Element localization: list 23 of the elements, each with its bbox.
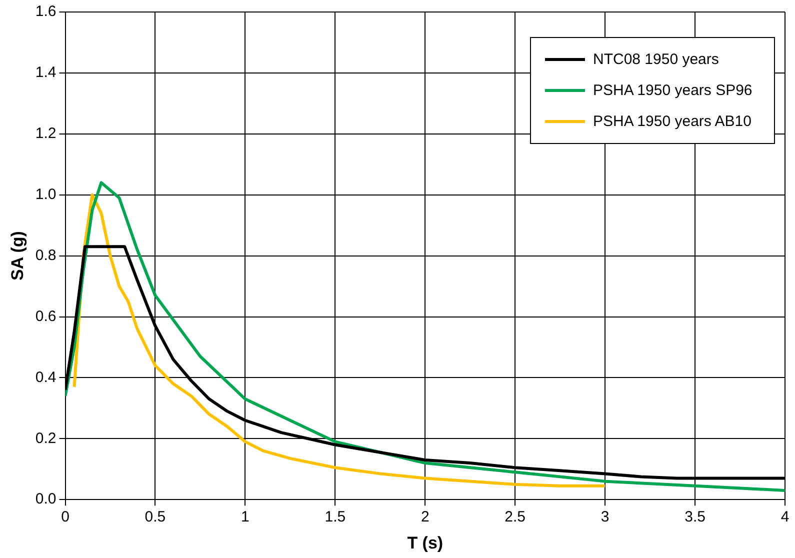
y-tick-label: 0.8 bbox=[35, 246, 56, 264]
x-tick-label: 3.5 bbox=[684, 508, 706, 526]
y-tick-label: 0.0 bbox=[35, 490, 56, 508]
x-tick-label: 2.5 bbox=[504, 508, 526, 526]
y-tick-label: 0.6 bbox=[35, 308, 56, 325]
x-tick-label: 3 bbox=[600, 508, 610, 526]
y-tick-label: 1.4 bbox=[35, 64, 56, 82]
x-tick-label: 2 bbox=[420, 508, 430, 526]
x-tick-label: 0 bbox=[61, 508, 70, 526]
y-tick-label: 0.4 bbox=[35, 368, 56, 386]
y-tick-label: 1.2 bbox=[35, 125, 56, 142]
x-tick-label: 1 bbox=[241, 508, 250, 526]
y-tick-label: 0.2 bbox=[35, 430, 56, 447]
y-tick-label: 1.0 bbox=[35, 186, 56, 203]
x-tick-label: 1.5 bbox=[324, 508, 346, 526]
x-axis-title: T (s) bbox=[407, 533, 444, 552]
x-tick-label: 4 bbox=[780, 508, 790, 526]
y-tick-label: 1.6 bbox=[35, 3, 56, 20]
legend-label: NTC08 1950 years bbox=[593, 51, 719, 68]
x-tick-label: 0.5 bbox=[144, 508, 166, 526]
y-axis-title: SA (g) bbox=[8, 231, 27, 281]
legend-label: PSHA 1950 years AB10 bbox=[593, 113, 752, 130]
legend-label: PSHA 1950 years SP96 bbox=[593, 82, 752, 99]
